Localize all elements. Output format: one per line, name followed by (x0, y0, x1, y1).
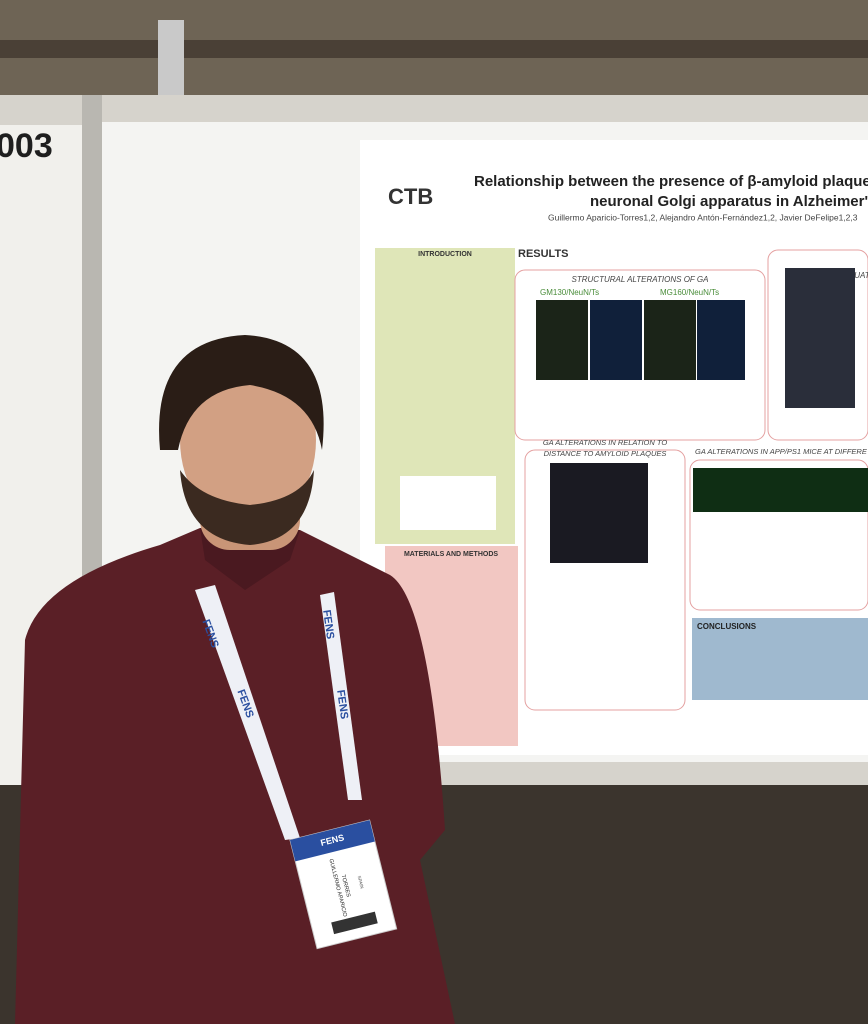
conclusions-box (692, 618, 868, 700)
face (180, 352, 316, 528)
panel-title: GA ALTERATIONS IN APP/PS1 MICE AT DIFFER… (695, 447, 868, 456)
badge-header (290, 820, 375, 862)
micrograph (590, 300, 642, 380)
micrograph (536, 300, 588, 380)
booth-number: 003 (0, 127, 53, 165)
barcode (331, 911, 378, 935)
lanyard-text: FENS (320, 609, 336, 640)
poster-title: Relationship between the presence of β-a… (474, 173, 868, 190)
panel (689, 459, 868, 611)
logo: CTB (388, 184, 433, 209)
panel (514, 269, 766, 441)
micrograph (644, 300, 696, 380)
lanyard-text: FENS (334, 689, 350, 720)
poster-title: neuronal Golgi apparatus in Alzheimer's … (590, 193, 868, 210)
pole (158, 20, 184, 100)
beam (0, 40, 868, 58)
badge-name: TORRES (340, 874, 351, 898)
section-heading: MATERIALS AND METHODS (404, 551, 498, 558)
panel-title: STRUCTURAL ALTERATIONS OF GA (572, 275, 709, 284)
panel-title: DISTANCE TO AMYLOID PLAQUES (544, 449, 667, 458)
intro-graph (400, 476, 496, 530)
micrograph (785, 268, 855, 408)
section-heading: CONCLUSIONS (697, 622, 757, 631)
panel (524, 449, 686, 711)
shirt (15, 528, 455, 1024)
panel-title: QUAT (848, 271, 868, 280)
badge: FENS GUILLERMO APARICIO TORRES SPAIN (289, 819, 398, 950)
badge-country: SPAIN (357, 875, 365, 889)
micrograph (697, 300, 745, 380)
panel-label: MG160/NeuN/Ts (660, 288, 719, 297)
hair (159, 335, 324, 450)
panel-label: GM130/NeuN/Ts (540, 288, 599, 297)
section-heading: RESULTS (518, 248, 569, 260)
authors: Guillermo Aparicio-Torres1,2, Alejandro … (548, 212, 858, 222)
micrograph (550, 463, 648, 563)
section-heading: INTRODUCTION (418, 251, 472, 258)
lanyard (195, 585, 300, 840)
panel (767, 249, 868, 441)
beard (180, 470, 314, 545)
lanyard (320, 592, 362, 800)
micrograph (693, 468, 868, 512)
panel-title: GA ALTERATIONS IN RELATION TO (543, 438, 667, 447)
